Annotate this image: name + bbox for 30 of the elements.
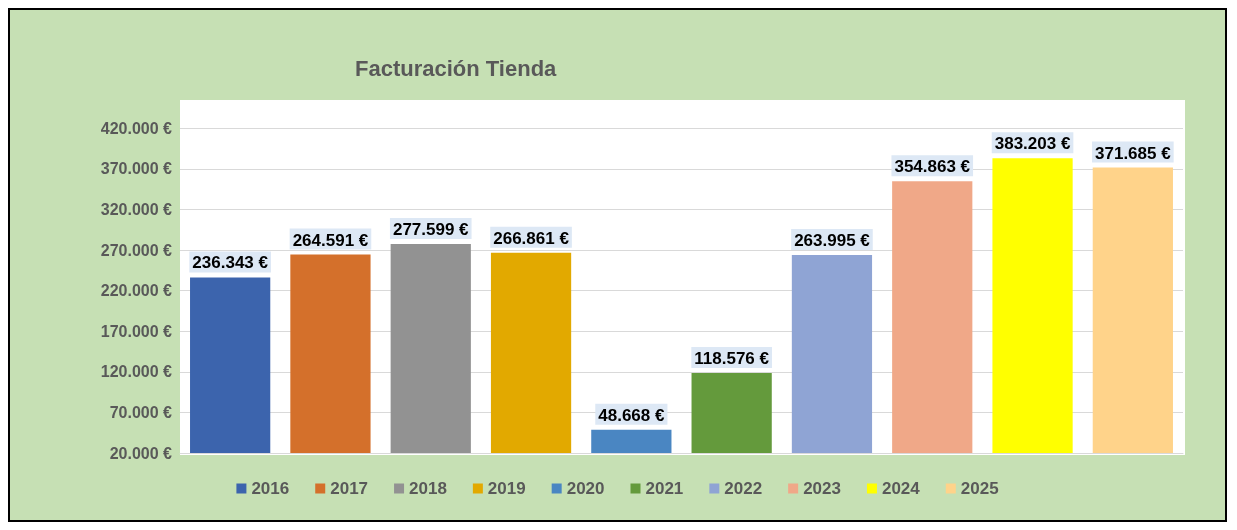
legend-label: 2021 [645,479,684,498]
legend-label: 2016 [251,479,290,498]
data-label: 266.861 € [493,228,570,248]
data-label: 118.576 € [694,349,770,369]
y-tick-label: 320.000 € [100,201,173,219]
legend-label: 2022 [724,479,763,498]
data-label: 371.685 € [1095,143,1172,163]
chart-title: Facturación Tienda [355,55,558,81]
y-tick-label: 270.000 € [100,241,173,259]
legend-label: 2024 [881,479,921,498]
data-label: 263.995 € [794,231,871,250]
legend-label: 2017 [330,479,369,498]
y-tick-label: 20.000 € [109,444,173,462]
legend-label: 2018 [409,479,447,498]
y-tick-label: 420.000 € [100,119,173,137]
data-label: 48.668 € [598,405,665,425]
y-tick-label: 120.000 € [100,363,173,381]
y-tick-label: 170.000 € [100,322,173,340]
legend-label: 2019 [487,479,526,498]
y-tick-label: 220.000 € [100,282,173,300]
y-tick-label: 370.000 € [100,160,173,178]
y-tick-label: 70.000 € [109,403,173,421]
data-label: 383.203 € [994,134,1071,154]
data-label: 277.599 € [392,219,470,239]
legend-label: 2025 [960,479,999,498]
data-label: 264.591 € [292,230,369,250]
legend-label: 2023 [803,479,841,498]
legend-label: 2020 [566,479,605,498]
data-label: 354.863 € [894,157,971,177]
data-label: 236.343 € [192,253,269,273]
